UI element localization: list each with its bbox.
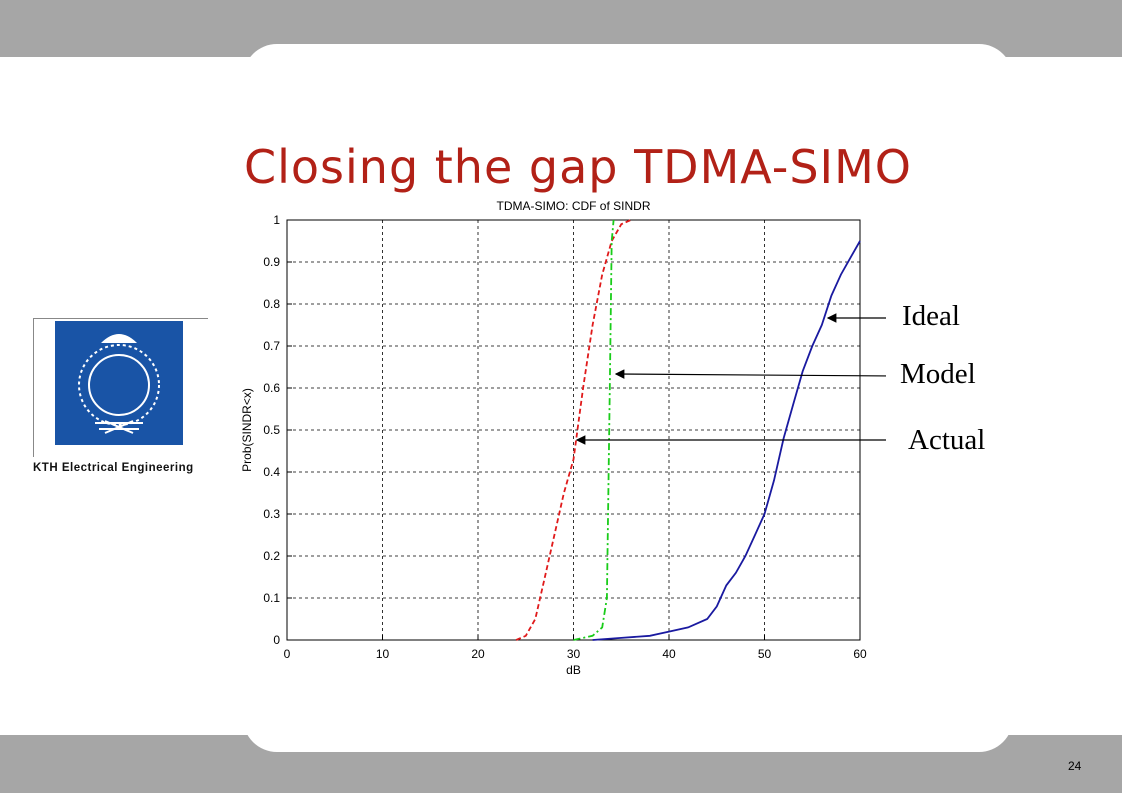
annotation-actual: Actual xyxy=(908,424,986,456)
y-tick-label: 0.2 xyxy=(263,549,280,563)
annotation-ideal: Ideal xyxy=(902,300,960,332)
x-tick-label: 40 xyxy=(662,647,676,661)
y-tick-label: 0.5 xyxy=(263,423,280,437)
y-tick-label: 0.9 xyxy=(263,255,280,269)
y-tick-label: 0 xyxy=(273,633,280,647)
y-tick-label: 0.8 xyxy=(263,297,280,311)
y-tick-label: 0.7 xyxy=(263,339,280,353)
series-line-model xyxy=(573,219,615,641)
kth-logo: KTH Electrical Engineering xyxy=(33,318,208,478)
y-tick-label: 0.3 xyxy=(263,507,280,521)
x-tick-label: 0 xyxy=(284,647,291,661)
y-axis-label: Prob(SINDR<x) xyxy=(240,388,254,472)
y-tick-label: 1 xyxy=(273,213,280,227)
series-line-actual xyxy=(515,219,632,641)
kth-crest-icon xyxy=(55,321,183,445)
annotation-model: Model xyxy=(900,358,976,390)
x-tick-label: 20 xyxy=(471,647,485,661)
chart-title: TDMA-SIMO: CDF of SINDR xyxy=(496,199,650,213)
slide-title: Closing the gap TDMA-SIMO xyxy=(244,140,913,194)
x-tick-label: 30 xyxy=(567,647,581,661)
y-tick-label: 0.1 xyxy=(263,591,280,605)
x-tick-label: 10 xyxy=(376,647,390,661)
x-tick-label: 60 xyxy=(853,647,867,661)
series-line-ideal xyxy=(592,240,861,641)
annotation-arrow-model xyxy=(614,369,886,379)
y-tick-label: 0.4 xyxy=(263,465,280,479)
page-number: 24 xyxy=(1068,759,1082,773)
y-tick-label: 0.6 xyxy=(263,381,280,395)
cdf-chart: 0 10 20 30 40 50 60 0 0.1 0.2 0.3 0.4 0.5 0.6 0.7 0.8 0.… xyxy=(240,199,886,677)
logo-caption: KTH Electrical Engineering xyxy=(33,462,194,474)
x-tick-label: 50 xyxy=(758,647,772,661)
logo-frame xyxy=(33,318,208,457)
x-axis-label: dB xyxy=(566,663,581,677)
